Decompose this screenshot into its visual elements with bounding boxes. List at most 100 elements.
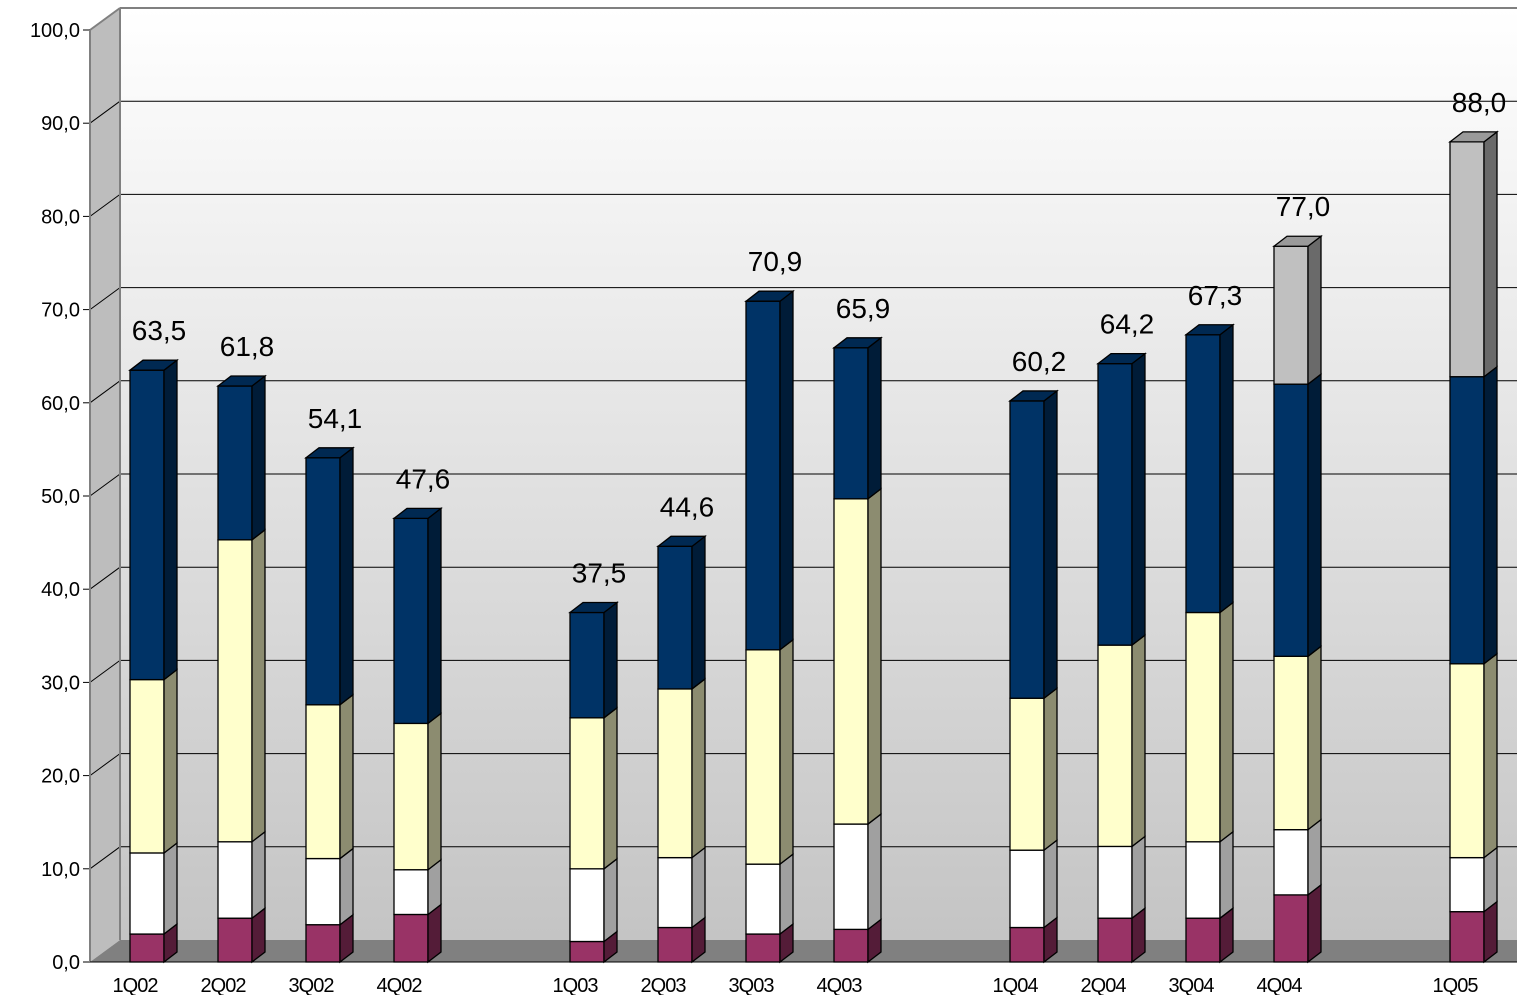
- y-tick-label: 90,0: [41, 113, 80, 135]
- bar-segment-side: [339, 693, 354, 860]
- bar-segment: [1009, 697, 1045, 851]
- x-tick-label: 1Q04: [993, 975, 1039, 995]
- bar-segment: [1273, 245, 1309, 385]
- bar-segment-side: [1131, 835, 1146, 920]
- bar-segment-side: [1131, 633, 1146, 848]
- gridline-side: [89, 193, 121, 217]
- bar-3Q02: [304, 446, 355, 964]
- bar-3Q04: [1184, 323, 1235, 964]
- bar-segment-side: [691, 846, 706, 929]
- gridline-side: [89, 287, 121, 311]
- bar-2Q03: [656, 535, 707, 964]
- bar-segment: [657, 926, 693, 963]
- bar-segment: [1097, 845, 1133, 919]
- bar-segment: [217, 385, 253, 541]
- bar-segment: [1009, 849, 1045, 929]
- data-label: 47,6: [396, 463, 451, 494]
- data-label: 60,2: [1012, 346, 1067, 377]
- data-label: 70,9: [748, 246, 803, 277]
- bar-top: [1448, 131, 1499, 143]
- bar-segment: [1449, 141, 1485, 378]
- bar-3Q03: [744, 289, 795, 964]
- bar-1Q05: [1448, 130, 1499, 964]
- bar-segment-side: [867, 487, 882, 826]
- bar-2Q04: [1096, 352, 1147, 964]
- bar-segment-side: [1483, 846, 1498, 913]
- bar-2Q02: [216, 374, 267, 964]
- bar-segment-side: [1307, 372, 1322, 658]
- top-side-edge: [89, 7, 121, 31]
- bar-segment-side: [1483, 365, 1498, 666]
- x-tick-label: 4Q03: [817, 975, 863, 995]
- bar-segment-side: [1307, 644, 1322, 831]
- bar-top: [656, 535, 707, 547]
- bar-segment: [657, 688, 693, 859]
- bar-segment: [569, 868, 605, 943]
- bar-segment: [657, 856, 693, 929]
- bar-segment: [305, 924, 341, 963]
- bar-segment: [1185, 841, 1221, 919]
- x-tick-label: 4Q02: [377, 975, 423, 995]
- bar-segment: [833, 347, 869, 500]
- bar-segment: [569, 940, 605, 963]
- bar-segment: [1185, 334, 1221, 614]
- bar-top: [1008, 390, 1059, 402]
- bar-segment: [217, 841, 253, 919]
- bar-segment-side: [1219, 323, 1234, 614]
- bar-top: [216, 375, 267, 387]
- bar-segment: [833, 928, 869, 963]
- bar-segment: [569, 717, 605, 870]
- bar-segment-side: [1219, 601, 1234, 844]
- bar-segment: [1097, 917, 1133, 963]
- bar-4Q04: [1272, 234, 1323, 964]
- bar-segment-side: [779, 852, 794, 936]
- bar-segment-side: [251, 830, 266, 920]
- bar-segment-side: [867, 336, 882, 501]
- gridline-side: [89, 473, 121, 497]
- bar-segment-side: [1043, 686, 1058, 852]
- y-tick-label: 50,0: [41, 486, 80, 508]
- bar-top: [304, 447, 355, 459]
- bar-1Q03: [568, 601, 619, 964]
- bar-segment: [1009, 926, 1045, 963]
- bar-segment-side: [163, 841, 178, 936]
- bar-segment-side: [779, 289, 794, 652]
- x-tick-label: 2Q04: [1081, 975, 1127, 995]
- x-tick-label: 2Q03: [641, 975, 687, 995]
- data-label: 65,9: [836, 293, 891, 324]
- bar-segment-side: [1043, 389, 1058, 700]
- y-tick-label: 80,0: [41, 206, 80, 228]
- bar-segment-side: [251, 374, 266, 542]
- x-tick-label: 4Q04: [1257, 975, 1303, 995]
- bar-segment-side: [779, 638, 794, 866]
- bar-segment: [745, 863, 781, 935]
- bar-segment-side: [427, 507, 442, 725]
- bar-segment: [393, 517, 429, 725]
- bar-segment: [1097, 363, 1133, 646]
- bar-segment: [569, 611, 605, 719]
- bar-segment-side: [1483, 652, 1498, 859]
- bar-segment-side: [1307, 818, 1322, 897]
- bar-top: [1184, 324, 1235, 336]
- bar-top: [568, 601, 619, 614]
- data-label: 63,5: [132, 315, 187, 346]
- bar-top: [744, 290, 795, 302]
- bar-segment-side: [603, 601, 618, 720]
- bar-segment: [833, 823, 869, 931]
- bar-segment: [1449, 911, 1485, 963]
- bar-top: [128, 359, 179, 371]
- bar-1Q04: [1008, 389, 1059, 964]
- data-label: 61,8: [220, 331, 275, 362]
- gridline-side: [89, 100, 121, 124]
- bar-segment-side: [1307, 883, 1322, 964]
- bar-segment-side: [1483, 130, 1498, 379]
- bar-1Q02: [128, 358, 179, 964]
- bar-segment-side: [691, 535, 706, 691]
- bar-segment-side: [163, 668, 178, 855]
- bar-segment-side: [603, 857, 618, 943]
- x-tick-label: 3Q02: [289, 975, 335, 995]
- x-tick-label: 3Q04: [1169, 975, 1215, 995]
- y-tick-label: 0,0: [52, 952, 80, 974]
